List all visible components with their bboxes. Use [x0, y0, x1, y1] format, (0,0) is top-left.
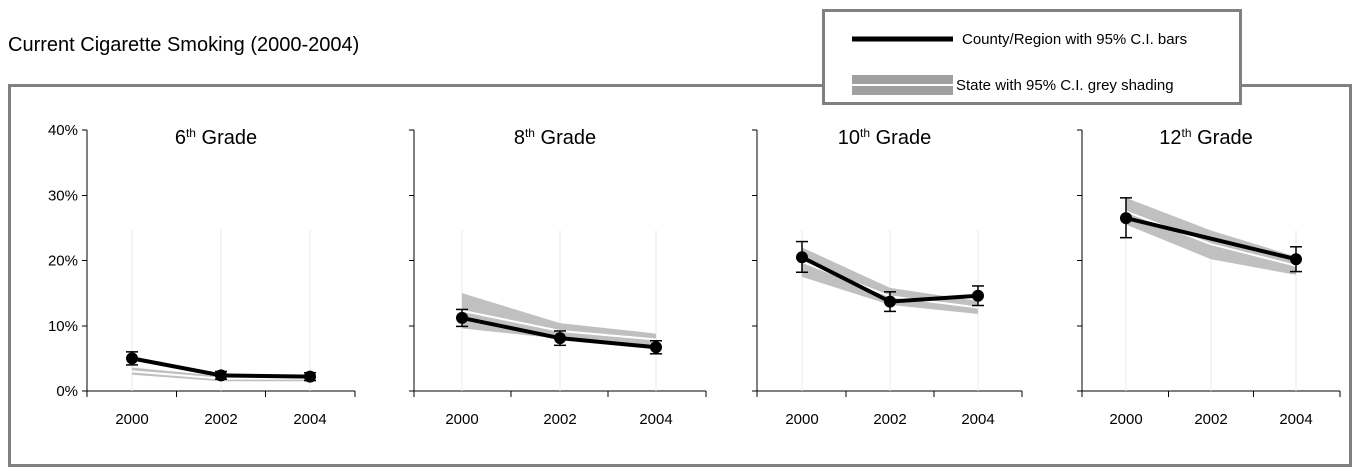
x-tick-label: 2004: [1279, 411, 1312, 428]
state-ci-band: [462, 293, 656, 346]
x-tick-label: 2002: [873, 411, 906, 428]
x-tick-label: 2000: [785, 411, 818, 428]
county-point: [215, 369, 227, 382]
x-tick-label: 2002: [1194, 411, 1227, 428]
page-title: Current Cigarette Smoking (2000-2004): [8, 34, 360, 56]
x-tick-label: 2002: [204, 411, 237, 428]
y-tick-label: 20%: [48, 253, 78, 270]
x-tick-label: 2004: [639, 411, 672, 428]
x-tick-label: 2004: [293, 411, 326, 428]
x-tick-label: 2000: [445, 411, 478, 428]
chart-panel-1: 0% 10% 20% 30% 40% 2000 2002 2004 6th Grade: [48, 122, 356, 428]
county-point: [796, 251, 808, 264]
legend-state-label: State with 95% C.I. grey shading: [956, 77, 1174, 94]
x-tick-label: 2000: [115, 411, 148, 428]
y-tick-label: 10%: [48, 318, 78, 335]
x-tick-label: 2002: [543, 411, 576, 428]
panel-title: 12th Grade: [1159, 126, 1252, 149]
state-line: [1125, 210, 1297, 267]
panel-title: 8th Grade: [514, 126, 596, 149]
county-point: [126, 352, 138, 365]
county-point: [1120, 212, 1132, 225]
y-tick-label: 40%: [48, 122, 78, 139]
chart-panel-4: 2000 2002 2004 12th Grade: [1077, 126, 1341, 428]
county-point: [304, 370, 316, 383]
y-tick-label: 0%: [56, 383, 78, 400]
county-point: [972, 289, 984, 302]
panel-title: 6th Grade: [175, 126, 257, 149]
legend-county-label: County/Region with 95% C.I. bars: [962, 31, 1187, 48]
chart-panel-3: 2000 2002 2004 10th Grade: [752, 126, 1023, 428]
y-tick-label: 30%: [48, 187, 78, 204]
county-point: [650, 341, 662, 354]
panel-title: 10th Grade: [838, 126, 931, 149]
legend: County/Region with 95% C.I. bars State w…: [822, 9, 1242, 105]
x-tick-label: 2004: [961, 411, 994, 428]
county-point: [554, 332, 566, 345]
county-point: [884, 295, 896, 308]
county-line: [1125, 216, 1297, 262]
x-tick-label: 2000: [1109, 411, 1142, 428]
chart-frame: [8, 84, 1352, 467]
chart-panel-2: 2000 2002 2004 8th Grade: [409, 126, 707, 428]
county-point: [1290, 253, 1302, 266]
legend-swatches: County/Region with 95% C.I. bars State w…: [852, 31, 1187, 95]
county-point: [456, 311, 468, 324]
